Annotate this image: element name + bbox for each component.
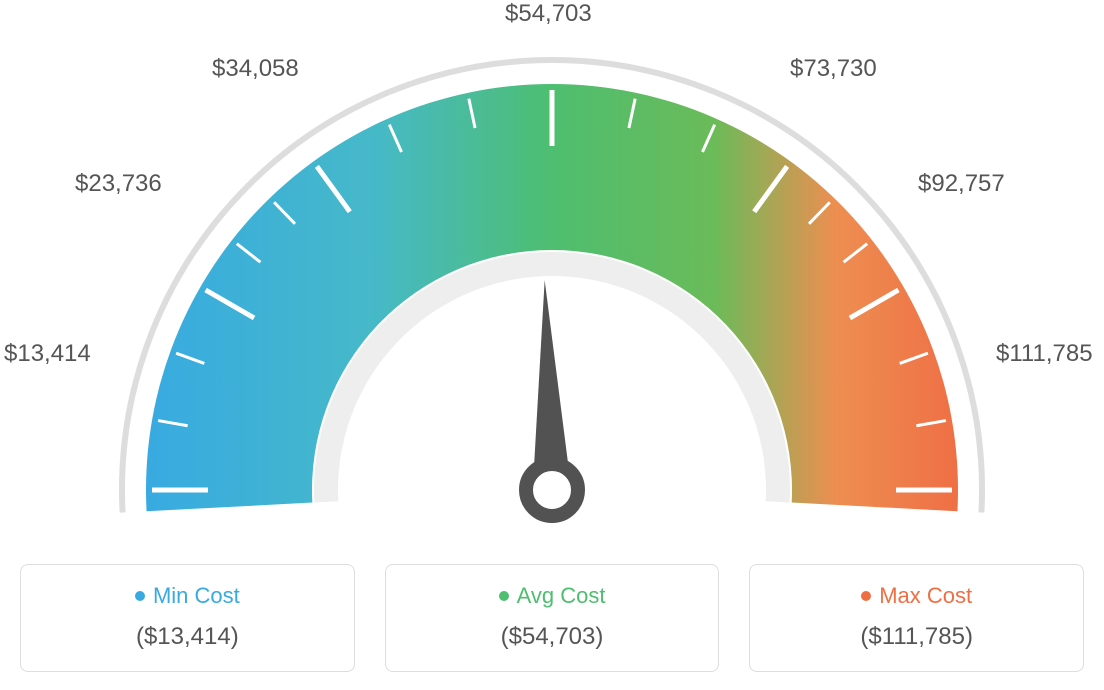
legend-avg-value: ($54,703) xyxy=(396,623,709,651)
legend-max-box: Max Cost ($111,785) xyxy=(749,564,1084,672)
legend-max-title: Max Cost xyxy=(861,583,972,609)
gauge-area: $13,414 $23,736 $34,058 $54,703 $73,730 $92,7… xyxy=(0,0,1104,540)
gauge-tick-label: $92,757 xyxy=(918,170,1005,198)
legend-max-value: ($111,785) xyxy=(760,623,1073,651)
dot-icon-avg xyxy=(499,591,509,601)
legend-avg-title-text: Avg Cost xyxy=(517,583,606,609)
gauge-chart-container: $13,414 $23,736 $34,058 $54,703 $73,730 $92,7… xyxy=(0,0,1104,690)
dot-icon-min xyxy=(135,591,145,601)
gauge-tick-label: $34,058 xyxy=(212,55,299,83)
legend-row: Min Cost ($13,414) Avg Cost ($54,703) Ma… xyxy=(0,564,1104,672)
gauge-tick-label: $111,785 xyxy=(996,340,1093,368)
legend-min-value: ($13,414) xyxy=(31,623,344,651)
gauge-tick-label: $13,414 xyxy=(4,340,91,368)
gauge-svg xyxy=(0,0,1104,540)
legend-min-box: Min Cost ($13,414) xyxy=(20,564,355,672)
legend-min-title: Min Cost xyxy=(135,583,240,609)
legend-max-title-text: Max Cost xyxy=(879,583,972,609)
legend-min-title-text: Min Cost xyxy=(153,583,240,609)
dot-icon-max xyxy=(861,591,871,601)
gauge-tick-label: $23,736 xyxy=(75,170,162,198)
gauge-tick-label: $73,730 xyxy=(790,55,877,83)
gauge-tick-label: $54,703 xyxy=(505,0,592,28)
legend-avg-title: Avg Cost xyxy=(499,583,606,609)
legend-avg-box: Avg Cost ($54,703) xyxy=(385,564,720,672)
